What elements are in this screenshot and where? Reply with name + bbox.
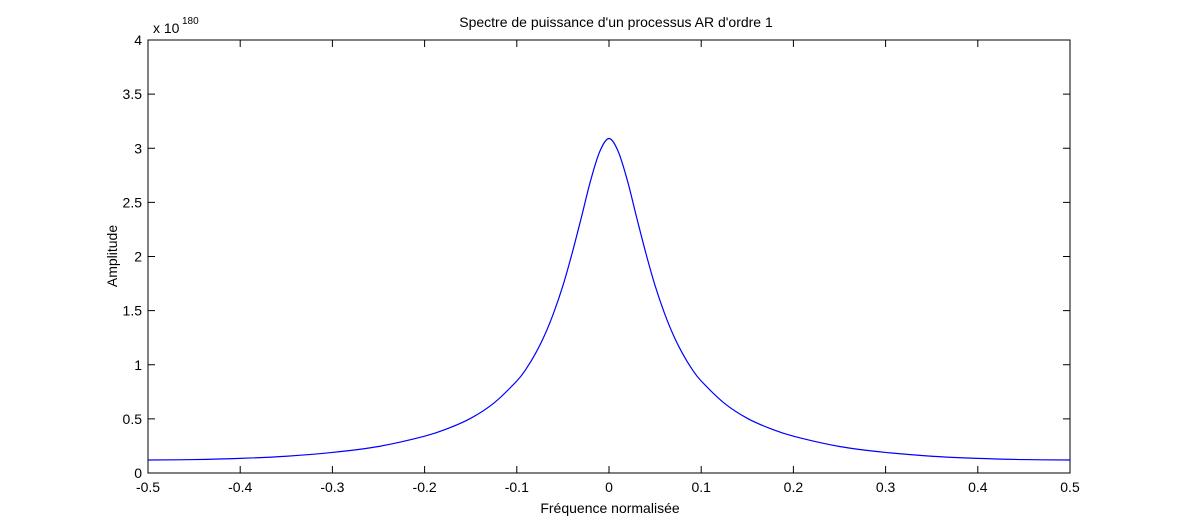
y-tick-label: 3: [134, 140, 142, 156]
y-scale-factor: x 10: [153, 20, 180, 36]
x-tick-label: -0.1: [505, 479, 529, 495]
y-axis: 0 0.5 1 1.5 2 2.5 3 3.5 4: [123, 32, 1070, 481]
series-line: [147, 137, 1071, 461]
x-tick-label: -0.2: [413, 479, 437, 495]
chart-title: Spectre de puissance d'un processus AR d…: [459, 14, 773, 30]
y-scale-exponent: 180: [182, 16, 199, 27]
plot-area: [147, 39, 1071, 474]
y-tick-label: 4: [134, 32, 142, 48]
y-tick-label: 0: [134, 465, 142, 481]
x-tick-label: -0.4: [228, 479, 252, 495]
x-tick-label: 0.5: [1060, 479, 1080, 495]
x-tick-label: -0.3: [320, 479, 344, 495]
x-tick-label: 0: [605, 479, 613, 495]
x-axis-label: Fréquence normalisée: [540, 500, 680, 516]
x-tick-label: 0.2: [784, 479, 804, 495]
x-tick-label: 0.3: [876, 479, 896, 495]
y-tick-label: 1: [134, 357, 142, 373]
x-tick-label: -0.5: [136, 479, 160, 495]
x-tick-label: 0.4: [968, 479, 988, 495]
y-tick-label: 3.5: [123, 86, 143, 102]
y-tick-label: 2: [134, 249, 142, 265]
y-tick-label: 1.5: [123, 303, 143, 319]
x-tick-label: 0.1: [691, 479, 711, 495]
y-tick-label: 2.5: [123, 194, 143, 210]
y-tick-label: 0.5: [123, 411, 143, 427]
y-axis-label: Amplitude: [104, 225, 120, 287]
x-axis: -0.5 -0.4 -0.3 -0.2 -0.1 0 0.1 0.2 0.3 0.4 0.5: [136, 40, 1080, 495]
